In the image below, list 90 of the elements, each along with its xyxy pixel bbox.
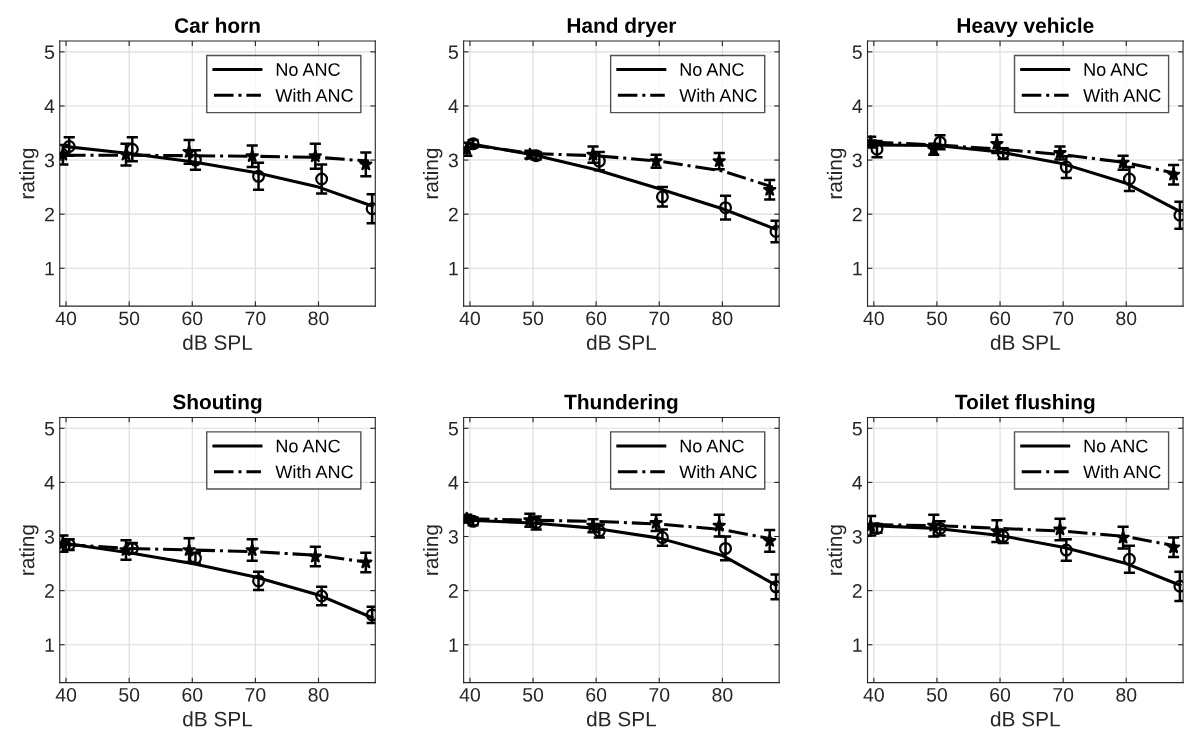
x-tick-label: 80	[712, 687, 733, 702]
y-tick-label: 1	[45, 638, 54, 652]
x-tick-label: 70	[245, 311, 266, 326]
y-tick-label: 3	[448, 153, 458, 168]
y-tick-label: 1	[853, 261, 862, 276]
x-tick-label: 70	[1053, 687, 1074, 702]
legend-label: No ANC	[680, 439, 744, 453]
x-tick-label: 80	[308, 687, 329, 702]
y-tick-label: 4	[852, 99, 863, 113]
x-tick-label: 40	[55, 311, 77, 326]
legend-label: No ANC	[276, 439, 340, 453]
x-tick-label: 40	[55, 687, 77, 702]
x-tick-label: 60	[182, 311, 203, 326]
y-axis-title: rating	[826, 525, 847, 575]
y-tick-label: 3	[852, 529, 862, 544]
chart-title: Car horn	[174, 17, 260, 33]
y-tick-label: 4	[448, 476, 459, 490]
y-tick-label: 2	[45, 207, 54, 222]
chart-title: Heavy vehicle	[957, 17, 1094, 38]
x-tick-label: 50	[119, 311, 140, 326]
x-tick-label: 40	[863, 687, 884, 702]
y-tick-label: 4	[448, 99, 459, 113]
x-tick-label: 70	[245, 687, 266, 702]
x-tick-label: 40	[459, 311, 480, 326]
y-tick-label: 5	[852, 421, 862, 436]
legend-label: No ANC	[1084, 439, 1148, 453]
y-axis-title: rating	[826, 148, 847, 199]
y-tick-label: 5	[44, 421, 55, 436]
y-tick-label: 3	[44, 529, 55, 544]
x-tick-label: 50	[926, 687, 947, 702]
x-axis-title: dB SPL	[183, 334, 253, 350]
chart-title: Toilet flushing	[955, 394, 1095, 414]
legend-label: With ANC	[275, 88, 353, 102]
y-tick-label: 2	[448, 207, 458, 222]
y-tick-label: 3	[852, 153, 862, 168]
x-tick-label: 80	[712, 311, 733, 326]
y-tick-label: 3	[44, 153, 55, 168]
x-tick-label: 60	[990, 687, 1011, 702]
y-axis-title: rating	[19, 148, 39, 199]
x-tick-label: 50	[119, 687, 140, 702]
y-tick-label: 3	[448, 529, 458, 544]
y-tick-label: 1	[853, 638, 862, 652]
y-tick-label: 1	[449, 261, 458, 276]
x-tick-label: 80	[308, 311, 329, 326]
y-tick-label: 5	[852, 45, 862, 60]
x-tick-label: 50	[926, 311, 947, 326]
x-axis-title: dB SPL	[183, 711, 253, 727]
y-tick-label: 5	[448, 45, 458, 60]
legend-label: With ANC	[1083, 88, 1161, 102]
x-tick-label: 60	[990, 311, 1011, 326]
y-tick-label: 5	[44, 45, 55, 60]
x-axis-title: dB SPL	[586, 711, 657, 727]
x-tick-label: 80	[1116, 311, 1137, 326]
y-tick-label: 1	[45, 261, 54, 276]
x-tick-label: 70	[649, 687, 670, 702]
x-tick-label: 50	[523, 687, 544, 702]
x-tick-label: 80	[1116, 687, 1137, 702]
chart-title: Thundering	[564, 394, 678, 414]
x-tick-label: 40	[459, 687, 480, 702]
chart-title: Hand dryer	[567, 17, 677, 38]
x-axis-title: dB SPL	[586, 334, 657, 350]
y-axis-title: rating	[422, 148, 443, 199]
x-tick-label: 60	[586, 311, 607, 326]
legend-label: With ANC	[679, 88, 757, 102]
legend-label: With ANC	[1083, 465, 1161, 479]
x-tick-label: 60	[586, 687, 607, 702]
y-tick-label: 2	[852, 584, 862, 598]
y-tick-label: 2	[448, 584, 458, 598]
x-tick-label: 50	[523, 311, 544, 326]
x-tick-label: 70	[649, 311, 670, 326]
x-axis-title: dB SPL	[990, 334, 1060, 350]
x-tick-label: 60	[182, 687, 203, 702]
legend-label: With ANC	[679, 465, 757, 479]
x-tick-label: 40	[863, 311, 884, 326]
legend-label: No ANC	[1084, 63, 1148, 76]
legend-label: No ANC	[680, 63, 744, 76]
y-axis-title: rating	[422, 525, 443, 575]
y-tick-label: 2	[45, 584, 54, 598]
y-tick-label: 2	[852, 207, 862, 222]
y-axis-title: rating	[19, 525, 39, 575]
y-tick-label: 1	[449, 638, 458, 652]
y-tick-label: 4	[44, 476, 55, 490]
legend-label: No ANC	[276, 63, 340, 76]
legend-label: With ANC	[275, 465, 353, 479]
y-tick-label: 4	[44, 99, 55, 113]
x-axis-title: dB SPL	[990, 711, 1060, 727]
x-tick-label: 70	[1053, 311, 1074, 326]
y-tick-label: 5	[448, 421, 458, 436]
y-tick-label: 4	[852, 476, 863, 490]
chart-title: Shouting	[172, 394, 262, 414]
